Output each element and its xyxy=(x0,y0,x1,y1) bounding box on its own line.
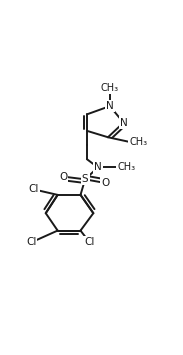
Text: CH₃: CH₃ xyxy=(101,83,119,93)
Text: S: S xyxy=(82,174,88,184)
Text: CH₃: CH₃ xyxy=(129,137,147,147)
Text: CH₃: CH₃ xyxy=(117,163,135,173)
Text: O: O xyxy=(59,171,67,182)
Text: N: N xyxy=(120,118,127,127)
Text: N: N xyxy=(94,163,102,173)
Text: N: N xyxy=(106,101,114,111)
Text: Cl: Cl xyxy=(29,184,39,195)
Text: O: O xyxy=(101,178,109,188)
Text: Cl: Cl xyxy=(26,237,36,247)
Text: Cl: Cl xyxy=(85,237,95,247)
